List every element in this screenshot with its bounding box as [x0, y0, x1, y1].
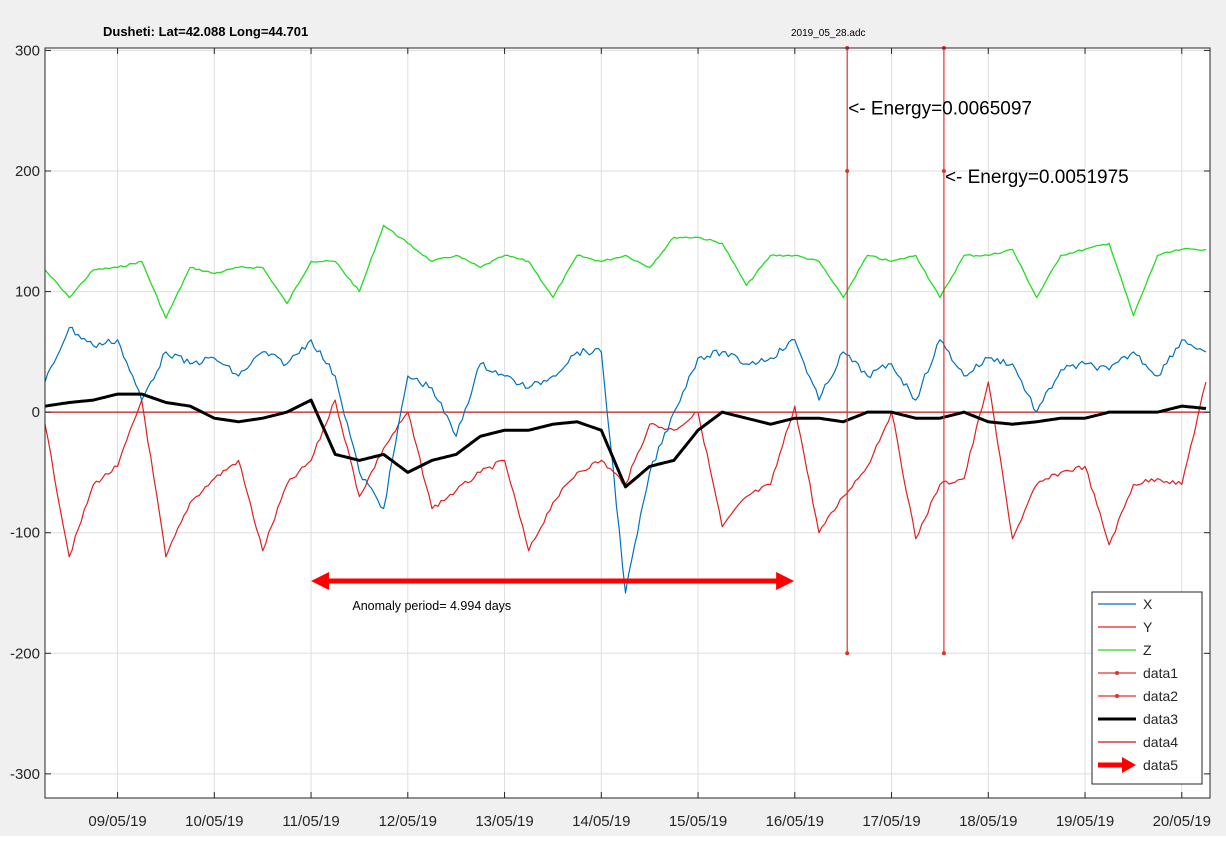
legend-label: Y — [1143, 619, 1153, 635]
legend-label: data2 — [1143, 688, 1178, 704]
x-tick-label: 11/05/19 — [282, 813, 339, 830]
legend-label: data3 — [1143, 711, 1178, 727]
legend-item-data1: data1 — [1098, 665, 1178, 681]
annotation-layer: <- Energy=0.0065097 <- Energy=0.0051975 An… — [352, 98, 1128, 613]
x-tick-label: 12/05/19 — [379, 813, 437, 830]
series-data1-marker — [845, 168, 850, 173]
legend-item-data3: data3 — [1098, 711, 1178, 727]
x-tick-label: 17/05/19 — [862, 813, 920, 830]
legend-item-data2: data2 — [1098, 688, 1178, 704]
legend-item-Z: Z — [1098, 642, 1152, 658]
chart-title: Dusheti: Lat=42.088 Long=44.701 — [103, 24, 308, 39]
x-tick-label: 15/05/19 — [669, 813, 727, 830]
y-tick-label: -200 — [10, 645, 40, 662]
legend-item-Y: Y — [1098, 619, 1153, 635]
series-data3-line — [44, 392, 1207, 489]
x-tick-label: 14/05/19 — [572, 813, 630, 830]
x-tick-label: 16/05/19 — [766, 813, 824, 830]
y-tick-label: 300 — [15, 42, 40, 59]
series-data2-marker — [941, 651, 946, 656]
series-layer — [44, 46, 1210, 656]
legend-marker — [1115, 694, 1119, 698]
series-data1-marker — [845, 651, 850, 656]
legend-marker — [1115, 671, 1119, 675]
legend-label: data4 — [1143, 734, 1178, 750]
x-tick-label: 10/05/19 — [185, 813, 243, 830]
y-tick-label: 100 — [15, 284, 40, 301]
x-tick-label: 18/05/19 — [959, 813, 1017, 830]
y-tick-label: -300 — [10, 766, 40, 783]
chart-filename: 2019_05_28.adc — [791, 28, 866, 39]
series-X-line — [44, 326, 1207, 594]
legend-label: Z — [1143, 642, 1152, 658]
plot-frame — [44, 47, 1211, 799]
energy-annotation: <- Energy=0.0065097 — [848, 98, 1032, 119]
legend-item-data4: data4 — [1098, 734, 1178, 750]
energy-annotation: <- Energy=0.0051975 — [945, 167, 1129, 188]
legend-label: data1 — [1143, 665, 1178, 681]
legend-item-X: X — [1098, 596, 1153, 612]
y-tick-label: 200 — [15, 163, 40, 180]
y-tick-label: -100 — [10, 525, 40, 542]
x-tick-label: 13/05/19 — [475, 813, 533, 830]
y-tick-label: 0 — [32, 404, 40, 421]
legend-swatch-arrowhead — [1122, 757, 1136, 773]
x-tick-label: 20/05/19 — [1153, 813, 1211, 830]
legend-item-data5: data5 — [1098, 757, 1178, 773]
legend-label: data5 — [1143, 757, 1178, 773]
x-tick-label: 09/05/19 — [88, 813, 146, 830]
series-Z-line — [44, 224, 1207, 319]
legend-box — [1091, 591, 1203, 785]
series-data5-arrowhead-left — [311, 571, 330, 590]
legend-label: X — [1143, 596, 1153, 612]
anomaly-period-annotation: Anomaly period= 4.994 days — [352, 599, 511, 613]
x-tick-label: 19/05/19 — [1056, 813, 1114, 830]
series-data5-arrowhead-right — [776, 571, 795, 590]
tick-layer: -300 -200 -100 0 100 200 300 09/05/19 10/05/19 11… — [10, 42, 1211, 830]
series-data2-marker — [941, 168, 946, 173]
